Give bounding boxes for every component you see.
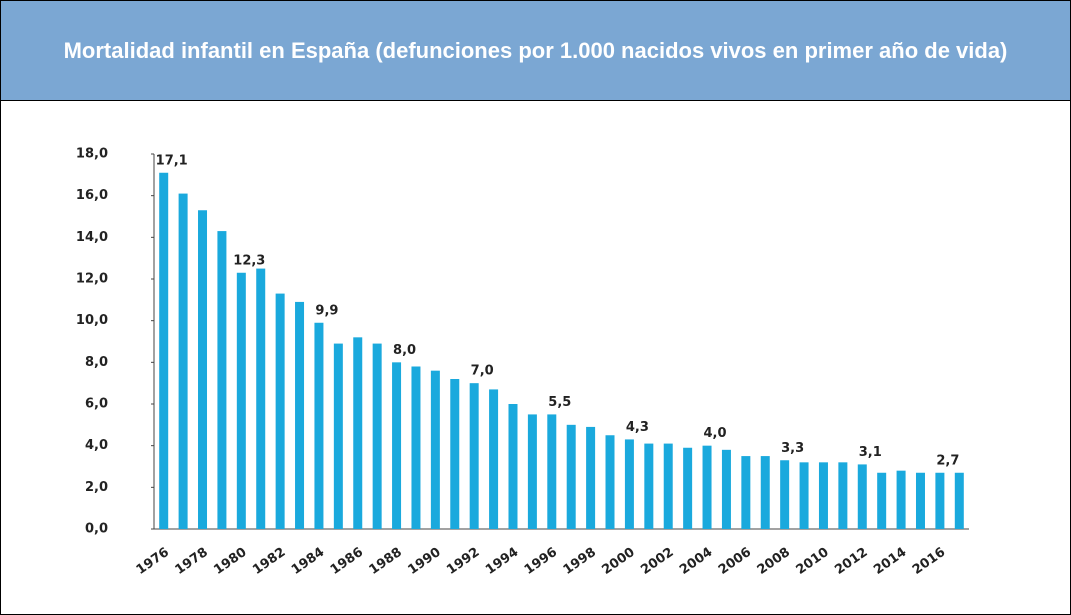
bar	[508, 404, 518, 529]
bar	[236, 272, 246, 529]
data-label: 9,9	[315, 303, 338, 318]
bar	[198, 210, 208, 529]
y-tick-label: 10,0	[76, 313, 108, 328]
data-label: 12,3	[233, 253, 265, 268]
y-tick-label: 12,0	[76, 272, 108, 287]
x-tick-label: 2012	[832, 545, 870, 578]
bar	[527, 414, 537, 529]
x-tick-label: 1982	[250, 545, 288, 578]
bar	[799, 462, 809, 529]
bar	[818, 462, 828, 529]
data-label: 4,0	[704, 426, 727, 441]
chart: 0,02,04,06,08,010,012,014,016,018,019761…	[76, 147, 969, 578]
y-tick-label: 14,0	[76, 230, 108, 245]
data-label: 3,3	[781, 441, 804, 456]
x-tick-label: 2000	[599, 545, 637, 578]
x-tick-label: 1988	[367, 545, 405, 578]
bar	[954, 472, 964, 529]
bar	[450, 379, 460, 529]
bar	[372, 343, 382, 529]
bar	[624, 439, 634, 529]
x-tick-label: 1976	[134, 545, 172, 578]
data-label: 5,5	[548, 395, 571, 410]
bar	[838, 462, 848, 529]
bar	[469, 383, 479, 529]
bar	[780, 460, 790, 529]
y-tick-label: 0,0	[85, 522, 108, 537]
x-tick-label: 1992	[444, 545, 482, 578]
x-tick-label: 1994	[483, 545, 521, 578]
header: Mortalidad infantil en España (defuncion…	[1, 1, 1070, 101]
y-tick-label: 18,0	[76, 147, 108, 162]
bar	[217, 231, 227, 530]
y-tick-label: 8,0	[85, 355, 108, 370]
bar	[915, 472, 925, 529]
bar	[333, 343, 343, 529]
y-tick-label: 16,0	[76, 188, 108, 203]
bar	[353, 337, 363, 529]
x-tick-label: 1980	[211, 545, 249, 578]
bar	[935, 472, 945, 529]
data-label: 8,0	[393, 343, 416, 358]
data-label: 4,3	[626, 420, 649, 435]
bar	[566, 424, 576, 529]
x-tick-label: 2016	[910, 545, 948, 578]
bar	[314, 322, 324, 529]
bar	[605, 435, 615, 529]
bar	[663, 443, 673, 529]
bar	[430, 370, 440, 529]
bar	[489, 389, 499, 529]
bar	[411, 366, 421, 529]
data-label: 3,1	[859, 445, 882, 460]
x-tick-label: 2014	[871, 545, 909, 578]
x-tick-label: 2006	[716, 545, 754, 578]
bar	[392, 362, 402, 529]
bar	[586, 426, 596, 529]
bar	[178, 193, 188, 529]
y-tick-label: 6,0	[85, 397, 108, 412]
data-label: 7,0	[471, 364, 494, 379]
bar	[760, 456, 770, 529]
x-tick-label: 1990	[405, 545, 443, 578]
bar	[896, 470, 906, 529]
bar	[877, 472, 887, 529]
x-tick-label: 1998	[561, 545, 599, 578]
data-label: 2,7	[936, 453, 959, 468]
x-tick-label: 1986	[328, 545, 366, 578]
x-tick-label: 2008	[755, 545, 793, 578]
bar	[256, 268, 266, 529]
bar	[275, 293, 285, 529]
bar	[683, 447, 693, 529]
data-label: 17,1	[156, 153, 188, 168]
x-tick-label: 1996	[522, 545, 560, 578]
bar	[159, 172, 169, 529]
y-tick-label: 2,0	[85, 480, 108, 495]
bar	[702, 445, 712, 529]
y-tick-label: 4,0	[85, 438, 108, 453]
x-tick-label: 2010	[794, 545, 832, 578]
bar	[295, 301, 305, 529]
x-tick-label: 1984	[289, 545, 327, 578]
x-tick-label: 2004	[677, 545, 715, 578]
bar	[721, 449, 731, 529]
bar	[547, 414, 557, 529]
chart-title: Mortalidad infantil en España (defuncion…	[63, 37, 1008, 63]
x-tick-label: 2002	[638, 545, 676, 578]
bar	[644, 443, 654, 529]
bar	[857, 464, 867, 529]
bar	[741, 456, 751, 529]
x-tick-label: 1978	[173, 545, 211, 578]
